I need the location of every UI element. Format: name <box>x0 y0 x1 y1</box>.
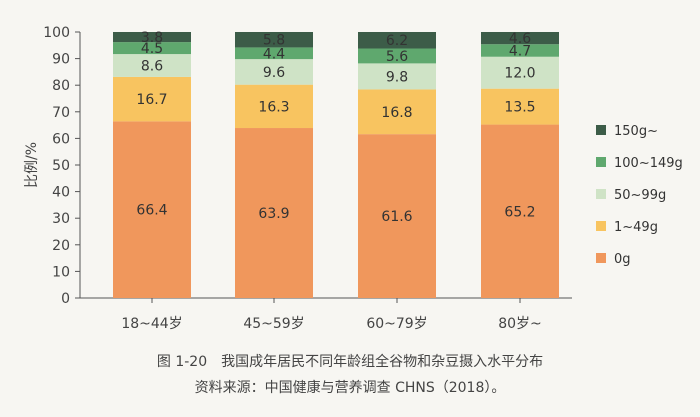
data-label: 9.8 <box>386 69 408 85</box>
stacked-bar-chart: 0 10 20 30 40 50 60 70 80 90 100 比例/% 66.4 16.7 8.6 4.5… <box>24 25 683 332</box>
data-label: 5.8 <box>263 33 285 49</box>
data-label: 6.2 <box>386 33 408 49</box>
figure-caption: 图 1-20 我国成年居民不同年龄组全谷物和杂豆摄入水平分布 <box>156 354 544 370</box>
x-tick-label: 60~79岁 <box>366 316 427 332</box>
y-tick-label: 50 <box>52 158 70 174</box>
bar-segment <box>358 134 436 298</box>
data-label: 16.3 <box>258 99 289 115</box>
legend-label: 1~49g <box>614 220 658 235</box>
x-tick-label: 18~44岁 <box>121 316 182 332</box>
y-tick-label: 100 <box>43 25 70 41</box>
figure-source: 资料来源：中国健康与营养调查 CHNS（2018）。 <box>194 380 506 396</box>
data-label: 4.7 <box>509 43 531 59</box>
data-label: 8.6 <box>141 59 163 75</box>
bar-segment <box>358 48 436 64</box>
data-label: 13.5 <box>504 100 535 116</box>
legend-swatch <box>596 157 606 167</box>
data-label: 12.0 <box>504 66 535 82</box>
data-label: 16.8 <box>381 105 412 121</box>
bar-segment <box>481 32 559 45</box>
y-tick-label: 80 <box>52 78 70 94</box>
bar-segment <box>481 56 559 89</box>
bar-segment <box>358 63 436 90</box>
y-tick-label: 10 <box>52 264 70 280</box>
y-tick-label: 40 <box>52 185 70 201</box>
bar-segment <box>113 121 191 298</box>
data-label: 4.6 <box>509 31 531 47</box>
data-label: 65.2 <box>504 204 535 220</box>
x-tick-label: 45~59岁 <box>243 316 304 332</box>
y-tick-label: 30 <box>52 211 70 227</box>
bar-segment <box>235 128 313 298</box>
bar-segment <box>235 84 313 129</box>
legend-swatch <box>596 221 606 231</box>
y-tick-label: 70 <box>52 105 70 121</box>
bar-segment <box>358 89 436 135</box>
bar-segment <box>113 32 191 43</box>
y-tick-label: 60 <box>52 131 70 147</box>
bar-segment <box>113 54 191 77</box>
legend-swatch <box>596 125 606 135</box>
bar-segment <box>481 88 559 125</box>
data-label: 63.9 <box>258 206 289 222</box>
data-label: 9.6 <box>263 65 285 81</box>
bar-segment <box>113 42 191 55</box>
data-label: 4.5 <box>141 41 163 57</box>
bar-segment <box>481 44 559 57</box>
bar-segment <box>481 124 559 299</box>
data-label: 5.6 <box>386 49 408 65</box>
bar-segment <box>358 32 436 49</box>
x-tick-label: 80岁~ <box>498 316 542 332</box>
bar-segment <box>113 76 191 122</box>
y-tick-label: 20 <box>52 238 70 254</box>
data-label: 16.7 <box>136 92 167 108</box>
legend-label: 0g <box>614 252 631 267</box>
data-label: 61.6 <box>381 209 412 225</box>
data-label: 4.4 <box>263 46 285 62</box>
legend-label: 50~99g <box>614 188 666 203</box>
data-label: 66.4 <box>136 203 167 219</box>
legend-swatch <box>596 189 606 199</box>
legend-label: 100~149g <box>614 156 683 171</box>
bar-segment <box>235 59 313 85</box>
data-label: 3.8 <box>141 30 163 46</box>
y-tick-label: 0 <box>61 291 70 307</box>
bar-segment <box>235 32 313 48</box>
bar-segment <box>235 47 313 60</box>
legend-label: 150g~ <box>614 124 658 139</box>
legend-swatch <box>596 253 606 263</box>
y-axis-title: 比例/% <box>24 142 40 188</box>
y-tick-label: 90 <box>52 52 70 68</box>
